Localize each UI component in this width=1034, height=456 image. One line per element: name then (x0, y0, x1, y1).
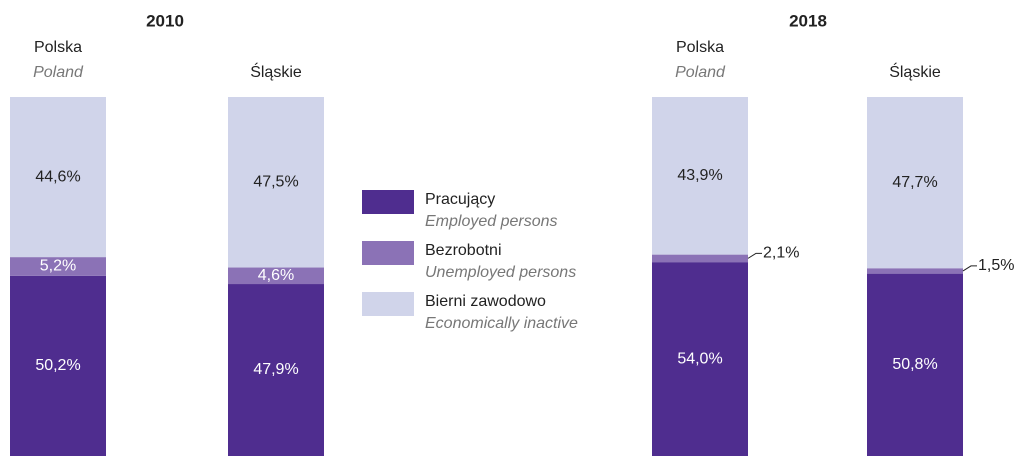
value-label: 47,9% (253, 361, 298, 378)
value-label: 4,6% (258, 267, 294, 284)
bar-segment (10, 257, 106, 276)
value-label: 54,0% (677, 350, 722, 367)
category-label-en: Poland (675, 64, 726, 81)
bar-segment (228, 267, 324, 285)
category-label: Śląskie (250, 62, 302, 81)
category-label: Polska (676, 39, 724, 56)
legend-label-en: Employed persons (425, 213, 558, 230)
value-label: 43,9% (677, 167, 722, 184)
category-label: Śląskie (889, 62, 941, 81)
bar-segment (867, 97, 963, 269)
bar-segment (652, 254, 748, 263)
legend-label: Bezrobotni (425, 242, 502, 259)
leader-line (747, 252, 762, 259)
value-label: 47,5% (253, 173, 298, 190)
category-label: Polska (34, 39, 82, 56)
value-label: 50,8% (892, 356, 937, 373)
value-label: 5,2% (40, 258, 76, 275)
bar-segment (228, 284, 324, 456)
legend-label-en: Economically inactive (425, 315, 578, 332)
value-label: 47,7% (892, 174, 937, 191)
bar-segment (228, 97, 324, 268)
value-label: 2,1% (763, 245, 799, 262)
bar-segment (652, 97, 748, 255)
legend-label: Pracujący (425, 191, 495, 208)
value-label: 1,5% (978, 257, 1014, 274)
bar-segment (867, 273, 963, 456)
value-label: 50,2% (35, 357, 80, 374)
legend-swatch (362, 292, 414, 316)
value-label: 44,6% (35, 168, 80, 185)
bar-segment (867, 268, 963, 274)
bar-segment (10, 275, 106, 456)
bar-segment (10, 97, 106, 258)
leader-line (962, 265, 977, 272)
bar-segment (652, 262, 748, 456)
legend-swatch (362, 241, 414, 265)
legend-label-en: Unemployed persons (425, 264, 576, 281)
category-label-en: Poland (33, 64, 84, 81)
legend-swatch (362, 190, 414, 214)
chart-title: 2010 (146, 11, 184, 30)
legend-label: Bierni zawodowo (425, 293, 546, 310)
chart-title: 2018 (789, 11, 827, 30)
